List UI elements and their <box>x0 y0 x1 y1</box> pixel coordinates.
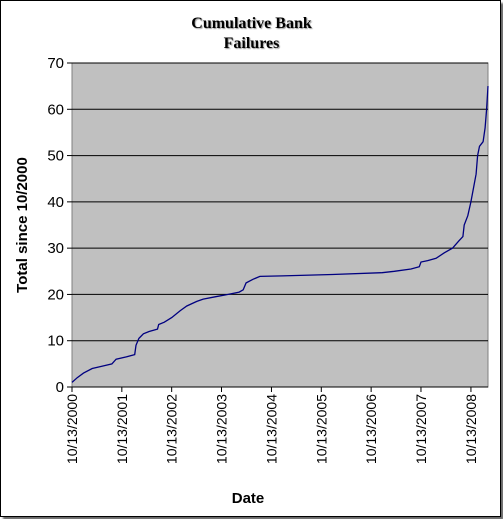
y-tick-label: 50 <box>47 148 64 165</box>
x-tick-label: 10/13/2007 <box>413 394 429 464</box>
y-tick-label: 60 <box>47 101 64 118</box>
x-axis-ticks: 10/13/2000 10/13/2001 10/13/2002 10/13/2003… <box>64 386 488 464</box>
x-tick-label: 10/13/2003 <box>213 394 229 464</box>
x-tick-label: 10/13/2005 <box>313 394 329 464</box>
grid-lines <box>72 62 488 342</box>
series-line <box>71 86 489 383</box>
plot-area <box>71 62 489 388</box>
y-tick-label: 20 <box>47 286 64 303</box>
y-tick-label: 40 <box>47 194 64 211</box>
chart-title: Cumulative Bank Failures <box>191 15 312 52</box>
y-axis-ticks: 0 10 20 30 40 50 60 70 <box>47 55 72 396</box>
y-tick-label: 70 <box>47 55 64 72</box>
y-tick-label: 0 <box>56 379 64 396</box>
x-tick-label: 10/13/2000 <box>64 394 80 464</box>
x-tick-label: 10/13/2002 <box>164 394 180 464</box>
y-axis-title: Total since 10/2000 <box>14 157 31 293</box>
x-tick-label: 10/13/2006 <box>363 394 379 464</box>
x-tick-label: 10/13/2001 <box>114 394 130 464</box>
x-tick-label: 10/13/2008 <box>463 394 479 464</box>
x-tick-label: 10/13/2004 <box>263 394 279 464</box>
y-tick-label: 10 <box>47 333 64 350</box>
y-tick-label: 30 <box>47 240 64 257</box>
x-axis-title: Date <box>232 490 265 507</box>
